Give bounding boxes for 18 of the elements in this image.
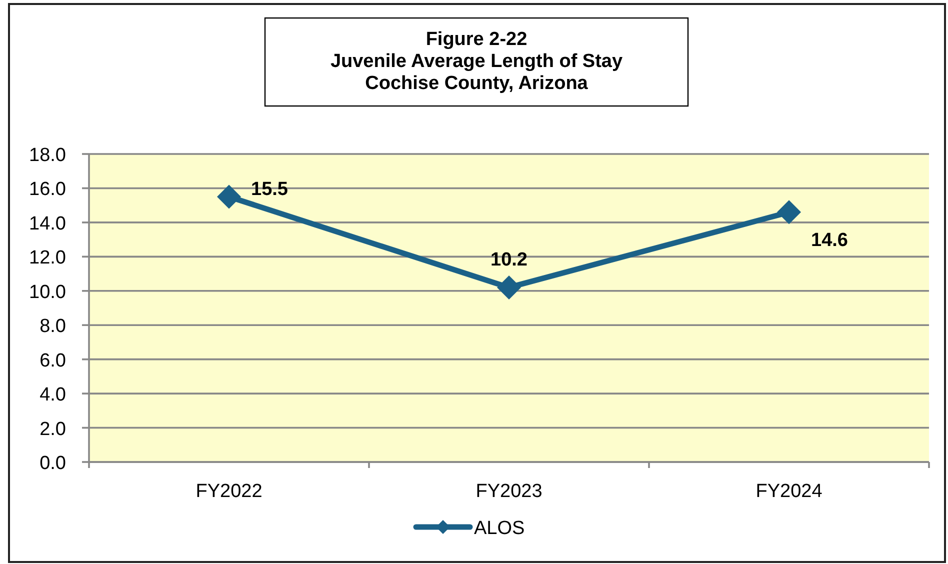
y-tick-label: 16.0 xyxy=(29,179,66,200)
y-tick-label: 6.0 xyxy=(40,350,66,372)
y-tick-label: 12.0 xyxy=(29,248,66,269)
data-label: 14.6 xyxy=(811,230,848,252)
legend-label: ALOS xyxy=(474,518,525,539)
y-tick-label: 8.0 xyxy=(40,316,66,338)
chart-title: Figure 2-22 Juvenile Average Length of Stay Cochise County, Arizona xyxy=(330,29,623,94)
y-tick-label: 14.0 xyxy=(29,213,66,234)
y-tick-label: 10.0 xyxy=(29,282,66,303)
y-tick-label: 4.0 xyxy=(40,384,66,406)
y-tick-label: 0.0 xyxy=(40,453,66,474)
x-tick-label: FY2024 xyxy=(756,481,823,502)
x-tick-label: FY2022 xyxy=(196,481,262,502)
y-tick-label: 2.0 xyxy=(40,418,66,440)
data-label: 10.2 xyxy=(490,249,528,270)
data-label: 15.5 xyxy=(251,178,288,200)
x-tick-label: FY2023 xyxy=(476,481,542,502)
y-tick-label: 18.0 xyxy=(29,145,66,166)
